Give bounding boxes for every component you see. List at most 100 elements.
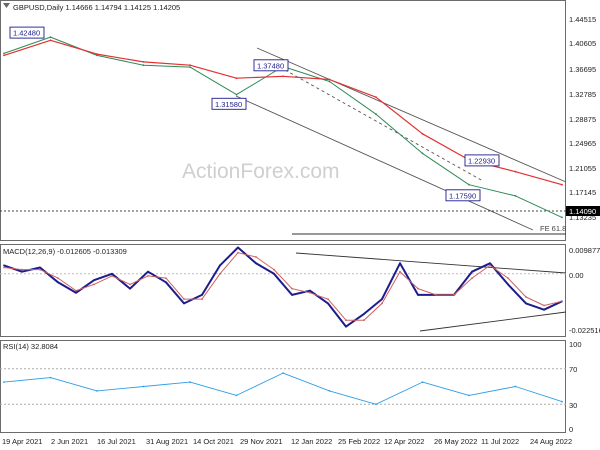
signal-point [327,298,329,300]
price-pane-frame [0,0,566,241]
price-title: GBPUSD,Daily 1.14666 1.14794 1.14125 1.1… [13,3,180,12]
rsi-point [189,381,191,383]
price-annotation-box [211,97,247,110]
macd-point [21,270,23,273]
macd-point [327,302,329,305]
price-channel [0,47,567,235]
signal-point [255,256,257,258]
x-tick-label: 12 Apr 2022 [384,437,424,446]
channel-upper-line [256,47,567,183]
macd-point [147,270,149,273]
macd-point [75,291,77,294]
rsi-point [375,403,377,406]
price-point [514,195,517,197]
signal-point [237,251,239,254]
signal-point [489,264,491,267]
x-axis-labels: 19 Apr 2021 2 Jun 2021 16 Jul 2021 31 Au… [2,437,572,446]
price-point [235,93,238,96]
price-annotation-box [253,59,289,72]
macd-point [57,281,59,284]
price-annotation-label: 1.22930 [468,156,495,165]
moving-average-point [375,96,377,99]
macd-point [543,308,545,311]
rsi-point [328,390,331,392]
macd-tick-label: 0.009877 [569,246,600,255]
macd-point [183,302,185,305]
macd-point [417,294,419,296]
signal-point [561,300,563,303]
macd-point [219,264,221,267]
macd-point [201,294,203,296]
price-annotation-label: 1.17590 [449,191,476,200]
rsi-title: RSI(14) 32.8084 [3,342,58,351]
macd-point [291,294,293,296]
moving-average-point [189,64,191,67]
price-point [49,36,52,38]
rsi-point [235,394,238,397]
last-price-marker [566,206,600,216]
macd-point [93,279,95,282]
rsi-point [514,385,517,388]
price-tick-label: 1.21055 [569,164,596,173]
signal-point [21,268,23,271]
macd-point [489,262,491,265]
price-annotation-label: 1.37480 [257,61,284,70]
price-point [3,52,5,55]
watermark-text: ActionForex.com [182,160,340,183]
price-point [375,113,377,116]
macd-title: MACD(12,26,9) -0.012605 -0.013309 [3,247,127,256]
signal-point [57,277,59,279]
macd-y-axis: 0.009877 0.00 -0.022516 [569,246,600,335]
price-point [468,183,470,186]
collapse-arrow-icon[interactable] [3,3,10,8]
rsi-tick-label: 30 [569,401,577,410]
x-tick-label: 26 May 2022 [434,437,477,446]
x-tick-label: 2 Jun 2021 [51,437,88,446]
price-tick-label: 1.28875 [569,115,596,124]
signal-point [165,277,167,279]
signal-series-line [3,252,563,321]
signal-point [381,302,383,305]
signal-point [39,268,41,271]
price-annotations: 1.42480 1.37480 1.31580 1.22930 1.17590 [9,26,500,202]
macd-point [237,246,239,249]
price-point [142,64,145,67]
macd-point [381,298,383,300]
price-tick-label: 1.40605 [569,39,596,48]
macd-point [345,325,347,328]
x-tick-label: 24 Aug 2022 [530,437,572,446]
price-tick-label: 1.24965 [569,139,596,148]
macd-point [165,281,167,284]
signal-point [363,319,365,322]
macd-point [39,266,41,269]
macd-trendlines [295,252,567,332]
macd-point [273,272,275,275]
fib-label: FE 61.8 [540,224,566,233]
macd-point [111,272,113,275]
price-tick-label: 1.44515 [569,15,596,24]
signal-point [345,319,347,322]
signal-point [453,294,455,296]
price-tick-label: 1.32785 [569,90,596,99]
moving-average-point [421,132,424,135]
rsi-point [421,381,424,383]
x-tick-label: 31 Aug 2021 [146,437,188,446]
rsi-point [96,390,98,392]
price-point [96,54,98,57]
signal-point [507,277,509,279]
signal-point [291,287,293,290]
macd-series-line [3,246,563,328]
macd-point [471,270,473,273]
moving-average-point [282,75,284,78]
moving-average-point [514,170,517,173]
signal-point [75,289,77,292]
rsi-series-line [3,372,563,405]
price-annotation-box [445,189,481,202]
macd-point [507,283,509,286]
moving-average-point [561,183,563,186]
signal-point [129,283,131,286]
macd-lines [0,246,566,328]
macd-lower-trendline [419,311,567,332]
